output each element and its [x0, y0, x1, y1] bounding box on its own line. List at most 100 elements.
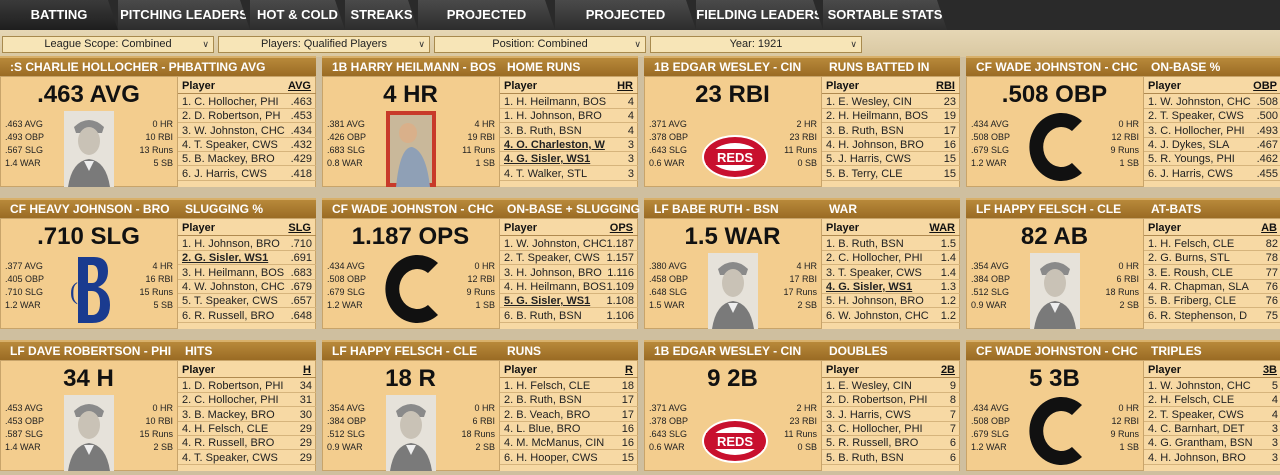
card-player-name[interactable]: CF HEAVY JOHNSON - BRO [10, 202, 170, 216]
tab-sortable-stats[interactable]: SORTABLE STATS [823, 0, 947, 30]
card-player-name[interactable]: LF BABE RUTH - BSN [654, 202, 779, 216]
card-player-name[interactable]: 1B EDGAR WESLEY - CIN [654, 344, 802, 358]
leader-row[interactable]: 3. C. Hollocher, PHI 7 [822, 422, 960, 436]
leader-row[interactable]: 5. R. Russell, BRO 6 [822, 436, 960, 451]
leader-row[interactable]: 2. C. Hollocher, PHI 1.4 [822, 251, 960, 266]
leader-row[interactable]: 5. B. Terry, CLE 15 [822, 167, 960, 181]
leader-row[interactable]: 4. R. Chapman, SLA 76 [1144, 280, 1280, 294]
card-player-name[interactable]: LF DAVE ROBERTSON - PHI [10, 344, 172, 358]
leader-row[interactable]: 3. E. Roush, CLE 77 [1144, 266, 1280, 280]
leader-row[interactable]: 4. O. Charleston, W 3 [500, 138, 638, 152]
tab-hot-cold[interactable]: HOT & COLD [250, 0, 345, 30]
leader-row[interactable]: 5. H. Johnson, BRO 1.2 [822, 294, 960, 309]
leader-row[interactable]: 4. W. Johnston, CHC .679 [178, 280, 316, 294]
leader-list-stat-header[interactable]: R [625, 364, 633, 376]
filter-dropdown-0[interactable]: League Scope: Combined ∨ [2, 36, 214, 53]
leader-row[interactable]: 4. T. Walker, STL 3 [500, 167, 638, 181]
leader-list-stat-header[interactable]: AB [1261, 222, 1277, 234]
card-player-name[interactable]: CF WADE JOHNSTON - CHC [976, 344, 1138, 358]
leader-list-stat-header[interactable]: WAR [929, 222, 955, 234]
leader-row[interactable]: 2. H. Felsch, CLE 4 [1144, 393, 1280, 408]
leader-row[interactable]: 6. H. Hooper, CWS 15 [500, 451, 638, 465]
leader-row[interactable]: 5. B. Friberg, CLE 76 [1144, 294, 1280, 309]
tab-streaks[interactable]: STREAKS [345, 0, 418, 30]
leader-row[interactable]: 3. J. Harris, CWS 7 [822, 408, 960, 422]
leader-row[interactable]: 6. W. Johnston, CHC 1.2 [822, 309, 960, 323]
leader-row[interactable]: 3. B. Ruth, BSN 4 [500, 124, 638, 138]
leader-row[interactable]: 5. B. Mackey, BRO .429 [178, 152, 316, 167]
tab-projected-batting[interactable]: PROJECTED BATTING [418, 0, 555, 30]
card-player-name[interactable]: 1B EDGAR WESLEY - CIN [654, 60, 802, 74]
leader-row[interactable]: 5. G. Sisler, WS1 1.108 [500, 294, 638, 309]
tab-fielding-leaders[interactable]: FIELDING LEADERS [696, 0, 823, 30]
leader-row[interactable]: 1. E. Wesley, CIN 23 [822, 95, 960, 109]
leader-row[interactable]: 4. H. Johnson, BRO 16 [822, 138, 960, 152]
leader-list-stat-header[interactable]: AVG [287, 80, 311, 92]
leader-row[interactable]: 1. H. Felsch, CLE 82 [1144, 237, 1280, 251]
leader-row[interactable]: 4. G. Sisler, WS1 3 [500, 152, 638, 167]
leader-row[interactable]: 1. W. Johnston, CHC 1.187 [500, 237, 638, 251]
leader-row[interactable]: 4. G. Sisler, WS1 1.3 [822, 280, 960, 294]
leader-row[interactable]: 4. T. Speaker, CWS 29 [178, 451, 316, 465]
leader-row[interactable]: 3. B. Mackey, BRO 30 [178, 408, 316, 422]
leader-row[interactable]: 3. W. Johnston, CHC .434 [178, 124, 316, 138]
leader-row[interactable]: 2. H. Heilmann, BOS 19 [822, 109, 960, 124]
leader-list-stat-header[interactable]: SLG [288, 222, 311, 234]
tab-pitching-leaders[interactable]: PITCHING LEADERS [118, 0, 250, 30]
card-player-name[interactable]: LF HAPPY FELSCH - CLE [332, 344, 478, 358]
card-player-name[interactable]: 1B HARRY HEILMANN - BOS [332, 60, 497, 74]
leader-row[interactable]: 5. T. Speaker, CWS .657 [178, 294, 316, 309]
leader-row[interactable]: 1. H. Heilmann, BOS 4 [500, 95, 638, 109]
leader-row[interactable]: 1. H. Johnson, BRO 4 [500, 109, 638, 124]
leader-row[interactable]: 3. H. Heilmann, BOS .683 [178, 266, 316, 280]
leader-row[interactable]: 2. C. Hollocher, PHI 31 [178, 393, 316, 408]
leader-row[interactable]: 4. R. Russell, BRO 29 [178, 436, 316, 451]
leader-row[interactable]: 1. D. Robertson, PHI 34 [178, 379, 316, 393]
card-player-name[interactable]: CF WADE JOHNSTON - CHC [976, 60, 1138, 74]
leader-list-stat-header[interactable]: 2B [940, 364, 955, 376]
leader-row[interactable]: 2. G. Burns, STL 78 [1144, 251, 1280, 266]
leader-row[interactable]: 1. H. Felsch, CLE 18 [500, 379, 638, 393]
leader-row[interactable]: 4. M. McManus, CIN 16 [500, 436, 638, 451]
leader-row[interactable]: 2. G. Sisler, WS1 .691 [178, 251, 316, 266]
leader-row[interactable]: 3. C. Hollocher, PHI .493 [1144, 124, 1280, 138]
filter-dropdown-3[interactable]: Year: 1921 ∨ [650, 36, 862, 53]
leader-list-stat-header[interactable]: HR [617, 80, 633, 92]
leader-row[interactable]: 2. D. Robertson, PH .453 [178, 109, 316, 124]
card-player-name[interactable]: LF HAPPY FELSCH - CLE [976, 202, 1122, 216]
leader-row[interactable]: 4. H. Johnson, BRO 3 [1144, 451, 1280, 465]
leader-list-stat-header[interactable]: OPS [609, 222, 633, 234]
filter-dropdown-2[interactable]: Position: Combined ∨ [434, 36, 646, 53]
leader-row[interactable]: 2. T. Speaker, CWS 4 [1144, 408, 1280, 422]
leader-row[interactable]: 1. W. Johnston, CHC 5 [1144, 379, 1280, 393]
leader-row[interactable]: 6. R. Russell, BRO .648 [178, 309, 316, 323]
leader-row[interactable]: 6. J. Harris, CWS .418 [178, 167, 316, 181]
leader-row[interactable]: 2. B. Veach, BRO 17 [500, 408, 638, 422]
tab-batting-leaders[interactable]: BATTING LEADERS [0, 0, 118, 30]
filter-dropdown-1[interactable]: Players: Qualified Players ∨ [218, 36, 430, 53]
leader-row[interactable]: 5. J. Harris, CWS 15 [822, 152, 960, 167]
leader-row[interactable]: 6. J. Harris, CWS .455 [1144, 167, 1280, 181]
leader-row[interactable]: 1. C. Hollocher, PHI .463 [178, 95, 316, 109]
leader-row[interactable]: 4. J. Dykes, SLA .467 [1144, 138, 1280, 152]
leader-row[interactable]: 4. H. Felsch, CLE 29 [178, 422, 316, 436]
leader-row[interactable]: 4. L. Blue, BRO 16 [500, 422, 638, 436]
leader-row[interactable]: 1. H. Johnson, BRO .710 [178, 237, 316, 251]
leader-row[interactable]: 3. H. Johnson, BRO 1.116 [500, 266, 638, 280]
leader-row[interactable]: 1. B. Ruth, BSN 1.5 [822, 237, 960, 251]
leader-row[interactable]: 5. R. Youngs, PHI .462 [1144, 152, 1280, 167]
leader-row[interactable]: 2. T. Speaker, CWS 1.157 [500, 251, 638, 266]
leader-list-stat-header[interactable]: RBI [936, 80, 955, 92]
card-player-name[interactable]: CF WADE JOHNSTON - CHC [332, 202, 494, 216]
leader-row[interactable]: 5. B. Ruth, BSN 6 [822, 451, 960, 465]
leader-row[interactable]: 2. B. Ruth, BSN 17 [500, 393, 638, 408]
leader-row[interactable]: 4. H. Heilmann, BOS 1.109 [500, 280, 638, 294]
leader-row[interactable]: 6. B. Ruth, BSN 1.106 [500, 309, 638, 323]
leader-row[interactable]: 3. T. Speaker, CWS 1.4 [822, 266, 960, 280]
leader-row[interactable]: 1. E. Wesley, CIN 9 [822, 379, 960, 393]
leader-row[interactable]: 4. T. Speaker, CWS .432 [178, 138, 316, 152]
leader-list-stat-header[interactable]: H [303, 364, 311, 376]
leader-row[interactable]: 6. R. Stephenson, D 75 [1144, 309, 1280, 323]
leader-list-stat-header[interactable]: OBP [1253, 80, 1277, 92]
leader-row[interactable]: 1. W. Johnston, CHC .508 [1144, 95, 1280, 109]
